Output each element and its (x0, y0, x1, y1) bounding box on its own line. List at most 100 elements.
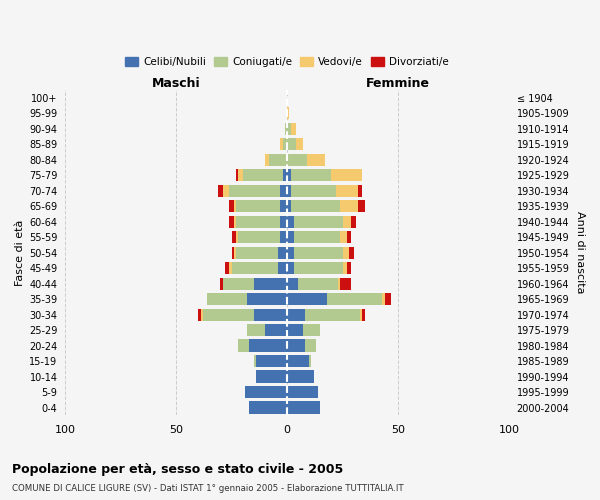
Bar (200, 308, 203, 320)
Bar (294, 231, 340, 243)
Bar (340, 278, 352, 289)
Bar (229, 184, 280, 196)
Bar (287, 262, 294, 274)
Bar (225, 262, 229, 274)
Bar (278, 262, 287, 274)
Bar (234, 216, 236, 228)
Bar (247, 293, 287, 305)
Bar (280, 184, 287, 196)
Bar (265, 154, 269, 166)
Bar (307, 154, 325, 166)
Bar (309, 355, 311, 367)
Bar (287, 370, 314, 382)
Bar (343, 262, 347, 274)
Bar (296, 138, 302, 150)
Bar (287, 386, 318, 398)
Bar (305, 340, 316, 351)
Bar (287, 169, 292, 181)
Bar (254, 308, 287, 320)
Bar (331, 169, 362, 181)
Bar (287, 246, 294, 258)
Text: Maschi: Maschi (152, 77, 200, 90)
Bar (283, 138, 287, 150)
Bar (250, 402, 287, 413)
Bar (247, 324, 265, 336)
Bar (234, 246, 236, 258)
Bar (236, 246, 278, 258)
Bar (358, 200, 365, 212)
Bar (340, 200, 358, 212)
Text: Femmine: Femmine (366, 77, 430, 90)
Bar (305, 308, 360, 320)
Bar (292, 169, 331, 181)
Bar (207, 293, 247, 305)
Bar (254, 278, 287, 289)
Bar (292, 200, 340, 212)
Bar (283, 169, 287, 181)
Bar (358, 184, 362, 196)
Bar (340, 231, 347, 243)
Bar (238, 231, 280, 243)
Bar (203, 308, 254, 320)
Legend: Celibi/Nubili, Coniugati/e, Vedovi/e, Divorziati/e: Celibi/Nubili, Coniugati/e, Vedovi/e, Di… (121, 52, 453, 72)
Bar (287, 340, 305, 351)
Y-axis label: Fasce di età: Fasce di età (15, 220, 25, 286)
Bar (385, 293, 391, 305)
Bar (336, 184, 358, 196)
Bar (285, 122, 287, 134)
Bar (287, 184, 292, 196)
Bar (294, 262, 343, 274)
Bar (292, 122, 296, 134)
Bar (287, 122, 292, 134)
Bar (232, 246, 234, 258)
Bar (280, 216, 287, 228)
Bar (229, 216, 234, 228)
Bar (382, 293, 385, 305)
Bar (232, 262, 278, 274)
Bar (199, 308, 200, 320)
Bar (256, 370, 287, 382)
Bar (347, 231, 352, 243)
Bar (269, 154, 287, 166)
Bar (229, 200, 234, 212)
Bar (280, 138, 283, 150)
Bar (287, 402, 320, 413)
Bar (256, 355, 287, 367)
Bar (287, 200, 292, 212)
Bar (302, 324, 320, 336)
Bar (236, 216, 280, 228)
Bar (327, 293, 382, 305)
Bar (234, 200, 236, 212)
Bar (287, 324, 302, 336)
Bar (236, 200, 280, 212)
Bar (294, 246, 343, 258)
Bar (338, 278, 340, 289)
Bar (287, 154, 307, 166)
Bar (250, 340, 287, 351)
Bar (220, 278, 223, 289)
Bar (218, 184, 223, 196)
Bar (287, 216, 294, 228)
Bar (294, 216, 343, 228)
Bar (298, 278, 338, 289)
Bar (238, 340, 250, 351)
Y-axis label: Anni di nascita: Anni di nascita (575, 212, 585, 294)
Bar (236, 231, 238, 243)
Bar (265, 324, 287, 336)
Bar (362, 308, 365, 320)
Bar (292, 184, 336, 196)
Bar (254, 355, 256, 367)
Bar (232, 231, 236, 243)
Bar (287, 278, 298, 289)
Bar (343, 216, 352, 228)
Bar (245, 386, 287, 398)
Bar (347, 262, 352, 274)
Bar (287, 138, 296, 150)
Text: COMUNE DI CALICE LIGURE (SV) - Dati ISTAT 1° gennaio 2005 - Elaborazione TUTTITA: COMUNE DI CALICE LIGURE (SV) - Dati ISTA… (12, 484, 404, 493)
Text: Popolazione per età, sesso e stato civile - 2005: Popolazione per età, sesso e stato civil… (12, 462, 343, 475)
Bar (280, 200, 287, 212)
Bar (287, 308, 305, 320)
Bar (349, 246, 353, 258)
Bar (287, 293, 327, 305)
Bar (242, 169, 283, 181)
